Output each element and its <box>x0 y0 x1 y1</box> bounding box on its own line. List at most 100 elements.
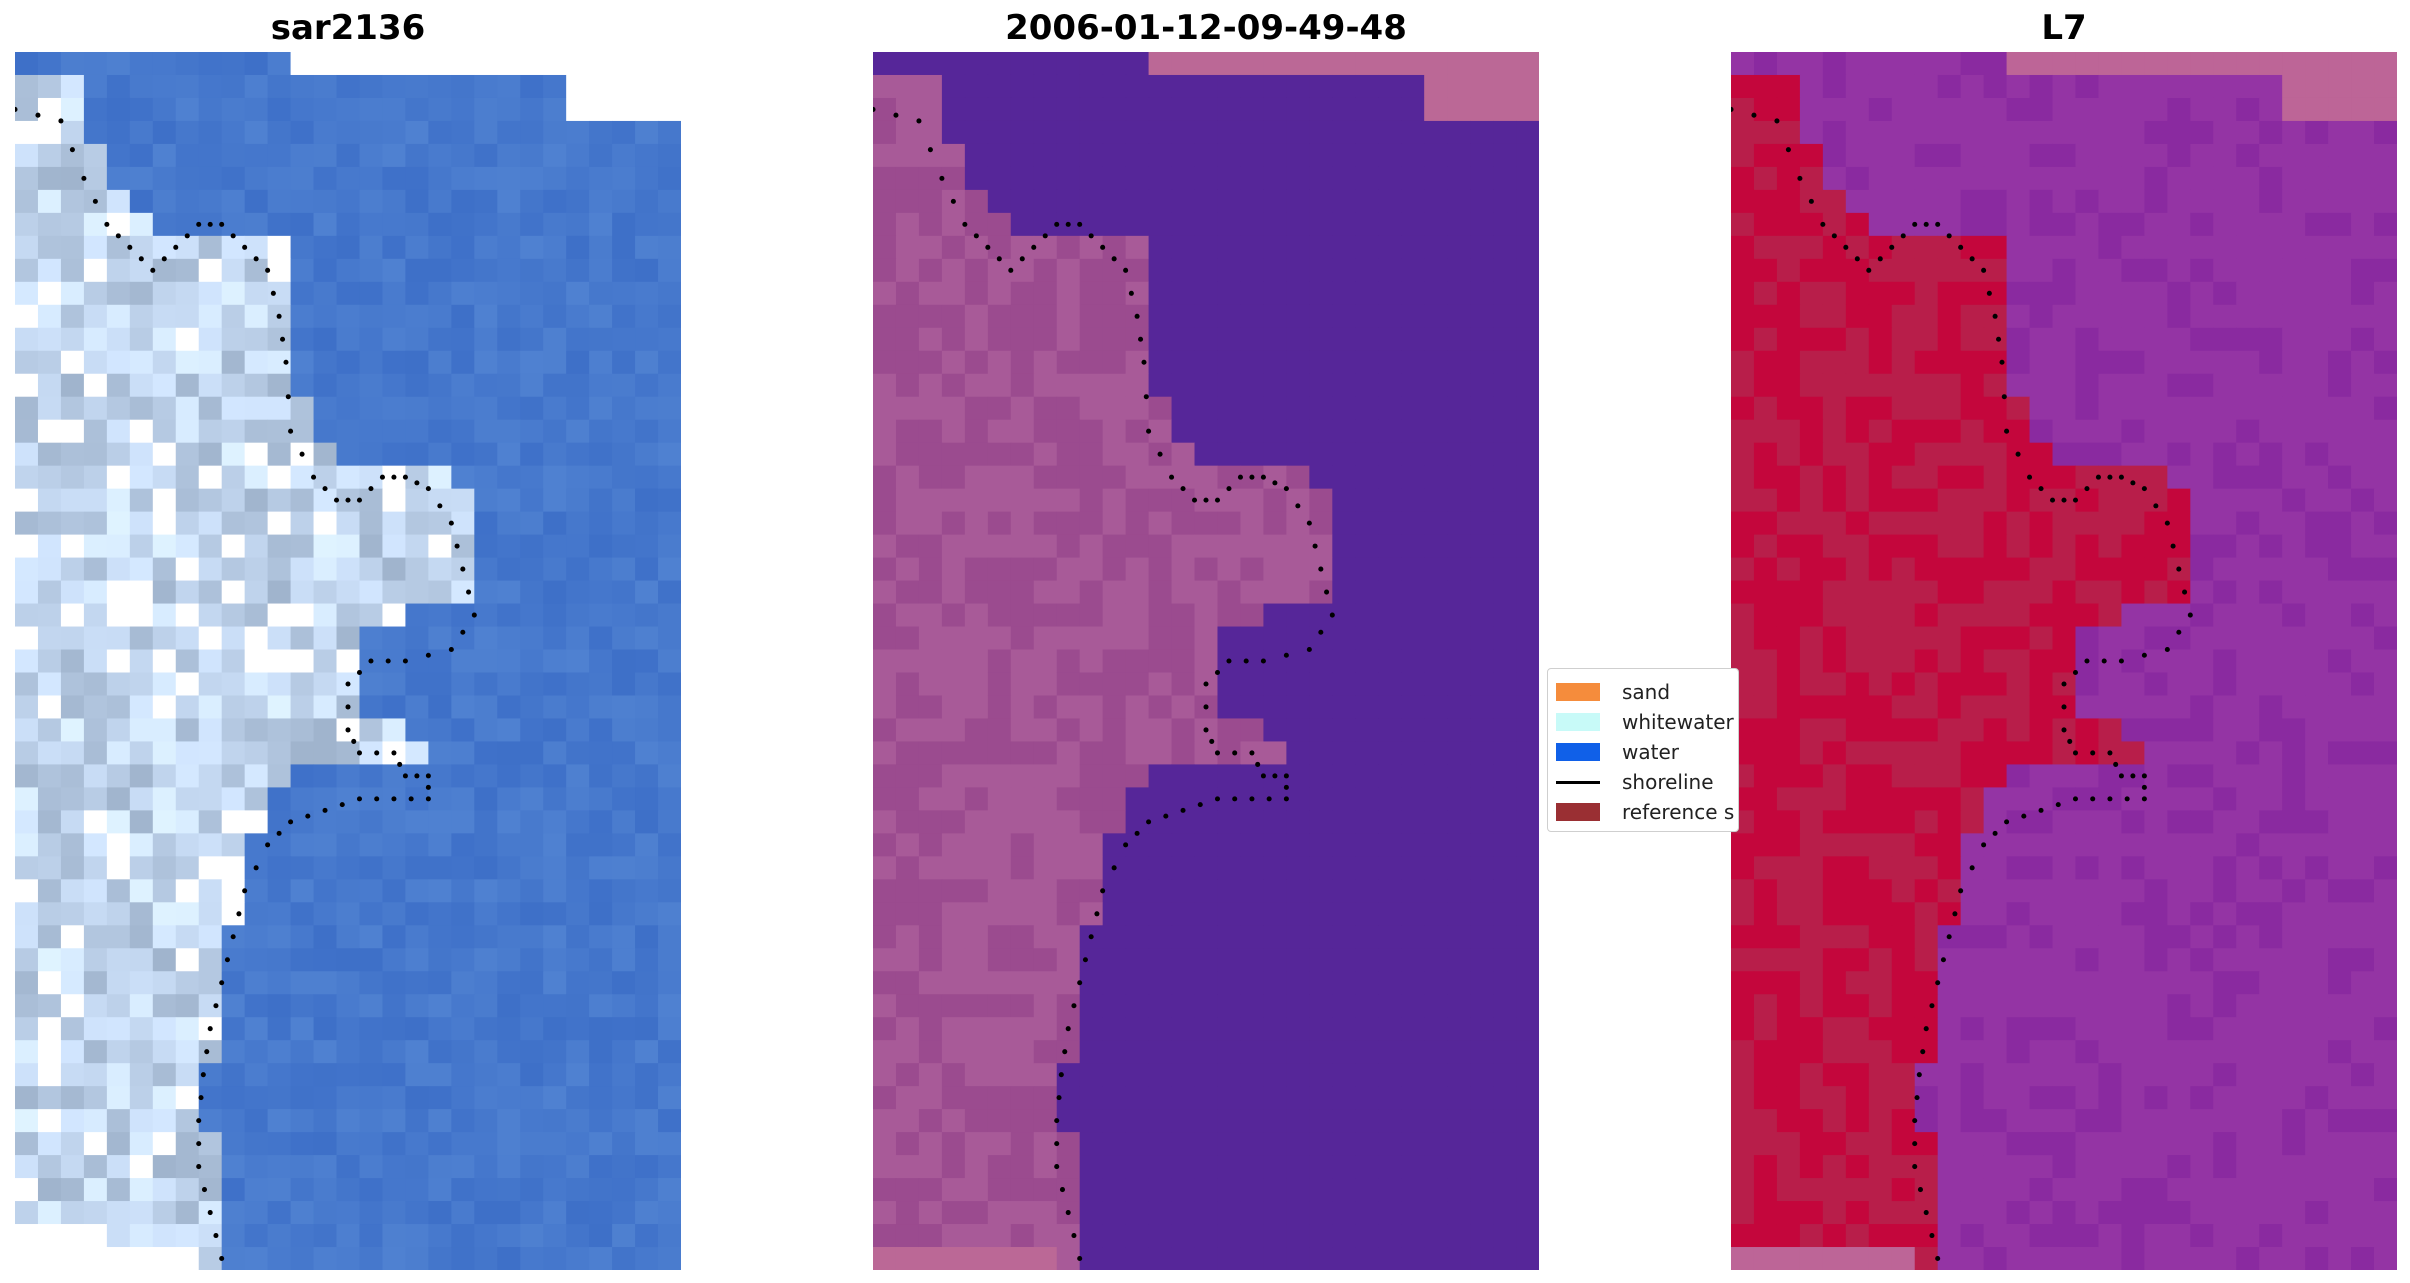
shoreline-point <box>437 503 443 509</box>
shoreline-point <box>104 221 110 227</box>
classified-image-panel <box>873 52 1539 1270</box>
shoreline-point <box>1191 497 1198 503</box>
shoreline-point <box>2061 727 2067 733</box>
shoreline-point <box>299 451 305 457</box>
shoreline-point <box>1249 474 1255 480</box>
shoreline-point <box>2170 543 2176 549</box>
shoreline-point <box>1283 486 1289 492</box>
shoreline-point <box>448 646 454 653</box>
shoreline-points <box>15 106 477 1262</box>
shoreline-point <box>1255 761 1261 767</box>
legend-item-reference: reference s <box>1556 799 1734 825</box>
water-swatch <box>1556 743 1600 761</box>
panel-title-rgb: sar2136 <box>270 8 426 48</box>
shoreline-point <box>873 106 876 112</box>
shoreline-point <box>253 256 259 262</box>
shoreline-point <box>285 394 291 400</box>
shoreline-point <box>1071 1233 1077 1239</box>
legend-item-sand: sand <box>1556 679 1670 705</box>
shoreline-point <box>339 802 345 808</box>
shoreline-point <box>973 233 979 239</box>
shoreline-point <box>219 980 225 986</box>
shoreline-point <box>1831 233 1837 239</box>
shoreline-point <box>1854 256 1860 262</box>
shoreline-point <box>1914 1095 1920 1101</box>
shoreline-point <box>1996 336 2002 342</box>
shoreline-point <box>2072 669 2079 676</box>
shoreline-point <box>1042 233 1048 239</box>
shoreline-point <box>1797 175 1803 181</box>
shoreline-point <box>1283 773 1289 779</box>
shoreline-point <box>173 244 179 250</box>
satellite-image <box>873 52 1539 1270</box>
shoreline-point <box>1843 244 1849 250</box>
legend-item-water: water <box>1556 739 1679 765</box>
shoreline-point <box>92 198 98 204</box>
shoreline-point <box>288 819 294 825</box>
shoreline-point <box>1059 1187 1065 1193</box>
shoreline-point <box>224 957 230 963</box>
shoreline-point <box>200 1072 206 1078</box>
shoreline-point <box>385 658 391 664</box>
shoreline-point <box>1197 802 1203 808</box>
shoreline-point <box>2015 451 2021 457</box>
shoreline-point <box>184 233 190 239</box>
shoreline-point <box>2164 520 2170 526</box>
shoreline-point <box>1324 589 1330 595</box>
shoreline-point <box>1946 934 1952 940</box>
shoreline-point <box>265 267 271 273</box>
shoreline-point <box>2107 750 2113 756</box>
shoreline-point <box>207 221 213 227</box>
shoreline-point <box>996 256 1002 262</box>
shoreline-point <box>2130 773 2136 779</box>
shoreline-point <box>374 796 380 802</box>
shoreline-point <box>213 1233 219 1239</box>
shoreline-point <box>1912 1141 1918 1147</box>
shoreline-point <box>466 589 472 595</box>
map-legend: sand whitewater water shoreline referenc… <box>1547 668 1739 832</box>
shoreline-point <box>425 652 431 658</box>
legend-label-sand: sand <box>1622 680 1671 704</box>
shoreline-point <box>1992 830 1998 836</box>
shoreline-point <box>1031 244 1037 250</box>
shoreline-line-swatch <box>1556 780 1600 784</box>
shoreline-point <box>1999 359 2005 365</box>
shoreline-point <box>2101 658 2107 664</box>
shoreline-point <box>196 1118 202 1124</box>
shoreline-point <box>280 336 286 342</box>
satellite-image <box>15 52 681 1270</box>
shoreline-point <box>1929 1233 1935 1239</box>
shoreline-point <box>1146 819 1152 825</box>
shoreline-point <box>1209 738 1215 744</box>
legend-label-reference: reference s <box>1622 800 1735 824</box>
shoreline-point <box>283 359 289 365</box>
shoreline-point <box>1226 486 1232 492</box>
shoreline-point <box>1935 980 1941 986</box>
shoreline-point <box>2061 704 2067 710</box>
shoreline-point <box>2107 474 2113 480</box>
shoreline-point <box>356 750 363 756</box>
shoreline-point <box>1958 888 1964 894</box>
shoreline-point <box>1214 497 1221 503</box>
shoreline-point <box>1088 233 1094 239</box>
shoreline-point <box>391 750 397 756</box>
shoreline-point <box>1100 888 1106 894</box>
shoreline-point <box>270 290 276 296</box>
shoreline-point <box>1100 244 1106 250</box>
pixel-grid <box>1731 52 2397 1270</box>
shoreline-point <box>402 658 408 664</box>
shoreline-point <box>1169 474 1175 480</box>
shoreline-point <box>2021 813 2027 819</box>
shoreline-point <box>379 474 385 480</box>
legend-label-water: water <box>1622 740 1679 764</box>
shoreline-point <box>1912 1164 1918 1170</box>
shoreline-point <box>150 267 156 273</box>
shoreline-point <box>1283 796 1289 802</box>
shoreline-point <box>345 497 351 503</box>
shoreline-point <box>1306 520 1312 526</box>
shoreline-point <box>345 704 351 710</box>
shoreline-point <box>402 474 408 480</box>
shoreline-point <box>265 842 271 848</box>
shoreline-point <box>391 474 397 480</box>
shoreline-point <box>1214 750 1221 756</box>
